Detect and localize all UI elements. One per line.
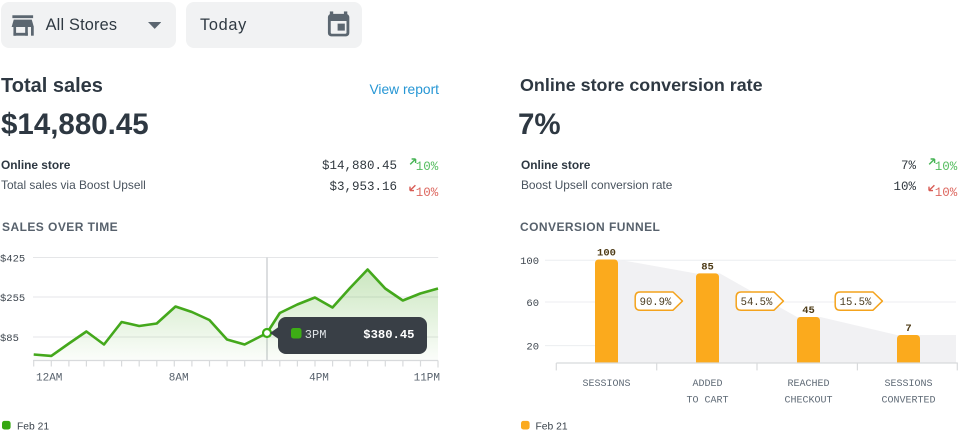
svg-text:3PM: 3PM — [305, 328, 327, 342]
svg-text:90.9%: 90.9% — [640, 297, 672, 309]
svg-text:CHECKOUT: CHECKOUT — [784, 396, 832, 407]
svg-text:CONVERTED: CONVERTED — [881, 396, 935, 407]
svg-text:$380.45: $380.45 — [363, 328, 414, 342]
svg-text:45: 45 — [802, 305, 815, 317]
svg-text:10%: 10% — [416, 160, 439, 172]
svg-text:12AM: 12AM — [36, 373, 62, 385]
svg-text:SESSIONS: SESSIONS — [582, 379, 630, 390]
svg-text:54.5%: 54.5% — [741, 297, 773, 309]
svg-text:7: 7 — [905, 323, 911, 335]
svg-text:$85: $85 — [0, 333, 19, 345]
svg-text:60: 60 — [526, 298, 539, 310]
svg-text:4PM: 4PM — [309, 373, 329, 385]
svg-text:10%: 10% — [935, 186, 958, 198]
svg-text:10%: 10% — [416, 186, 439, 198]
svg-text:$255: $255 — [0, 293, 25, 305]
svg-text:85: 85 — [701, 261, 714, 273]
svg-text:Feb 21: Feb 21 — [536, 422, 568, 431]
svg-text:8AM: 8AM — [169, 373, 189, 385]
svg-text:REACHED: REACHED — [787, 379, 829, 390]
svg-text:100: 100 — [520, 256, 539, 268]
svg-text:SESSIONS: SESSIONS — [884, 379, 932, 390]
svg-text:$425: $425 — [0, 253, 25, 265]
svg-text:15.5%: 15.5% — [840, 297, 872, 309]
svg-text:ADDED: ADDED — [692, 379, 722, 390]
svg-text:TO CART: TO CART — [686, 396, 728, 407]
svg-text:100: 100 — [597, 248, 616, 260]
svg-text:Feb 21: Feb 21 — [17, 422, 49, 431]
svg-text:10%: 10% — [935, 160, 958, 172]
svg-text:11PM: 11PM — [414, 373, 440, 385]
svg-text:20: 20 — [526, 341, 539, 353]
